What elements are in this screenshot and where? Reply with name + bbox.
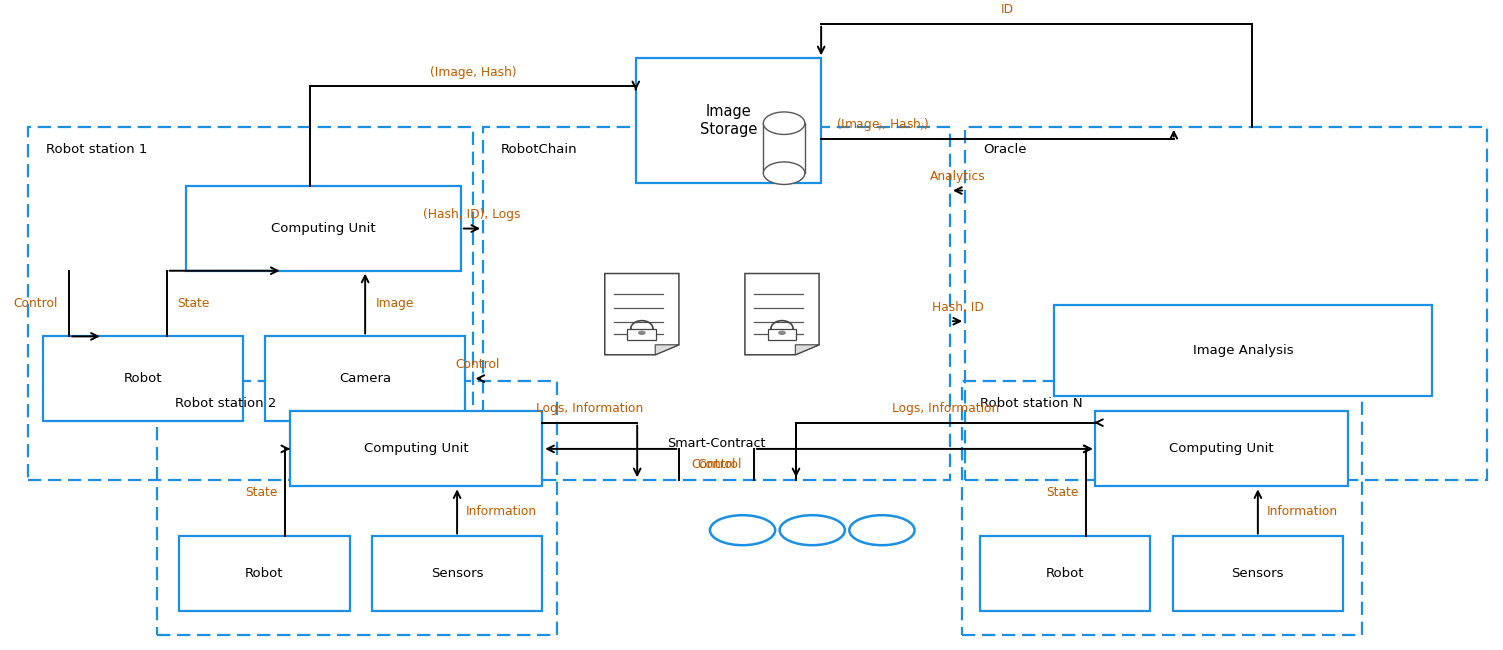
Text: Robot: Robot — [1046, 567, 1084, 580]
Ellipse shape — [637, 331, 646, 335]
Text: RobotChain: RobotChain — [500, 142, 577, 155]
Text: ID: ID — [1001, 3, 1013, 16]
FancyBboxPatch shape — [42, 337, 243, 421]
Polygon shape — [655, 344, 679, 355]
Text: Computing Unit: Computing Unit — [1169, 443, 1275, 456]
Text: Control: Control — [697, 458, 742, 471]
Ellipse shape — [849, 515, 914, 545]
Text: Analytics: Analytics — [930, 170, 986, 183]
FancyBboxPatch shape — [290, 411, 543, 486]
Text: Computing Unit: Computing Unit — [364, 443, 469, 456]
FancyBboxPatch shape — [179, 536, 350, 612]
Text: Computing Unit: Computing Unit — [272, 222, 376, 235]
Text: Image: Image — [376, 297, 413, 310]
Ellipse shape — [764, 112, 804, 135]
Polygon shape — [795, 344, 819, 355]
Text: (Image$_i$, Hash$_i$): (Image$_i$, Hash$_i$) — [836, 116, 929, 133]
FancyBboxPatch shape — [186, 187, 461, 271]
Text: Robot station 1: Robot station 1 — [45, 142, 147, 155]
Text: Image
Storage: Image Storage — [700, 105, 758, 137]
FancyBboxPatch shape — [1054, 305, 1432, 396]
Bar — [764, 124, 804, 173]
Text: Information: Information — [466, 505, 537, 518]
Ellipse shape — [764, 162, 804, 185]
Text: Oracle: Oracle — [983, 142, 1027, 155]
Bar — [627, 329, 657, 340]
Text: Logs, Information: Logs, Information — [893, 402, 999, 415]
Text: Control: Control — [691, 458, 735, 471]
Text: State: State — [245, 486, 278, 499]
Text: Robot: Robot — [245, 567, 284, 580]
Ellipse shape — [709, 515, 776, 545]
Text: State: State — [177, 297, 209, 310]
FancyBboxPatch shape — [265, 337, 466, 421]
Ellipse shape — [779, 331, 786, 335]
Text: Sensors: Sensors — [1231, 567, 1284, 580]
Text: (Hash, ID), Logs: (Hash, ID), Logs — [424, 208, 520, 221]
FancyBboxPatch shape — [980, 536, 1150, 612]
Text: State: State — [1046, 486, 1078, 499]
Text: Logs, Information: Logs, Information — [537, 402, 643, 415]
Text: Robot: Robot — [123, 372, 162, 385]
FancyBboxPatch shape — [1172, 536, 1344, 612]
Text: Sensors: Sensors — [431, 567, 484, 580]
FancyBboxPatch shape — [371, 536, 543, 612]
Text: (Image, Hash): (Image, Hash) — [430, 66, 516, 79]
Ellipse shape — [780, 515, 845, 545]
Text: Information: Information — [1267, 505, 1338, 518]
Text: Robot station 2: Robot station 2 — [174, 397, 277, 410]
Text: Control: Control — [455, 358, 500, 371]
Text: Image Analysis: Image Analysis — [1193, 344, 1294, 357]
Bar — [768, 329, 797, 340]
Polygon shape — [604, 274, 679, 355]
FancyBboxPatch shape — [636, 58, 821, 183]
Text: Hash, ID: Hash, ID — [932, 301, 983, 314]
FancyBboxPatch shape — [1096, 411, 1348, 486]
Text: Camera: Camera — [340, 372, 391, 385]
Polygon shape — [745, 274, 819, 355]
Text: Smart-Contract: Smart-Contract — [667, 437, 767, 450]
Text: Robot station N: Robot station N — [980, 397, 1082, 410]
Text: Control: Control — [14, 297, 57, 310]
